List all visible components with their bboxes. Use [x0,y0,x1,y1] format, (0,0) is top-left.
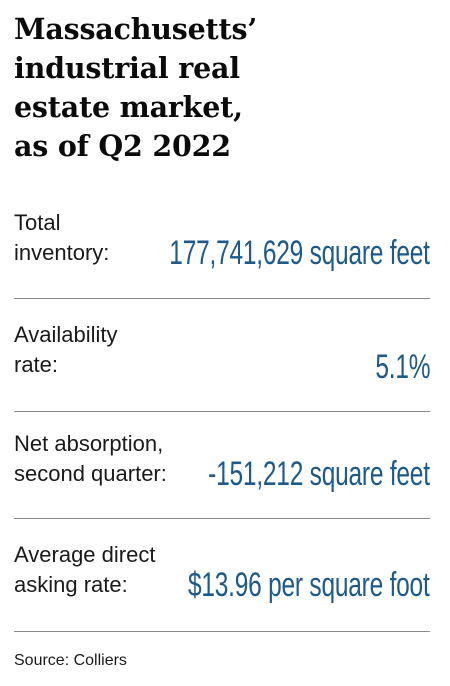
stat-row-average-direct-asking-rate: Average direct asking rate: $13.96 per s… [14,518,430,632]
stat-row-total-inventory: Total inventory: 177,741,629 square feet [14,206,430,299]
infographic-title: Massachusetts’ industrial real estate ma… [14,10,434,166]
stat-label: Total inventory: [14,210,110,265]
source-credit: Source: Colliers [14,652,127,669]
stat-label: Availability rate: [14,322,118,377]
title-line: as of Q2 2022 [14,129,231,163]
title-line: industrial real [14,51,240,85]
stat-label: Net absorption, second quarter: [14,431,167,486]
stat-label: Average direct asking rate: [14,542,156,597]
stat-value: 177,741,629 square feet [169,234,431,272]
stat-row-availability-rate: Availability rate: 5.1% [14,298,430,412]
stat-value: -151,212 square feet [208,455,430,493]
title-line: Massachusetts’ [14,12,258,46]
stat-value: 5.1% [375,348,430,386]
title-line: estate market, [14,90,243,124]
stat-value: $13.96 per square foot [188,566,430,604]
stat-row-net-absorption: Net absorption, second quarter: -151,212… [14,411,430,519]
